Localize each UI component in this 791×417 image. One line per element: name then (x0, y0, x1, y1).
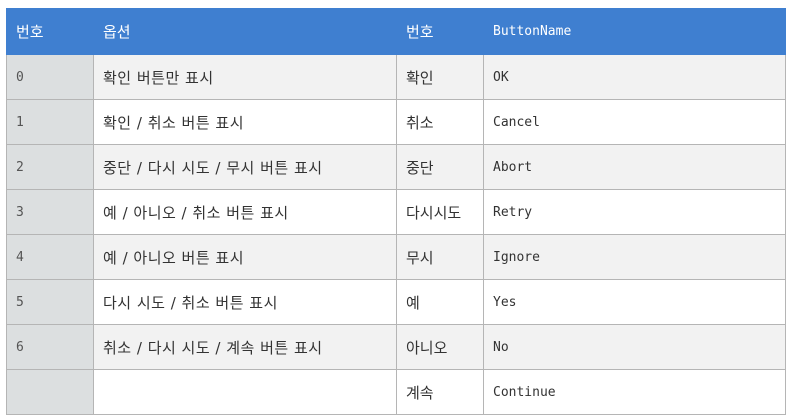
row-button-name: Yes (483, 279, 786, 325)
row-number: 0 (6, 54, 94, 100)
header-button-name: ButtonName (483, 8, 786, 55)
table-row: 6 취소 / 다시 시도 / 계속 버튼 표시 아니오 No (6, 324, 786, 370)
row-option: 중단 / 다시 시도 / 무시 버튼 표시 (93, 144, 397, 190)
messagebox-options-table: 번호 옵션 번호 ButtonName 0 확인 버튼만 표시 확인 OK 1 … (6, 8, 786, 415)
header-number-2: 번호 (396, 8, 484, 55)
table-row: 3 예 / 아니오 / 취소 버튼 표시 다시시도 Retry (6, 189, 786, 235)
row-number: 6 (6, 324, 94, 370)
table-row: 1 확인 / 취소 버튼 표시 취소 Cancel (6, 99, 786, 145)
row-button-name: Cancel (483, 99, 786, 145)
table-row: 계속 Continue (6, 369, 786, 415)
row-button-korean: 취소 (396, 99, 484, 145)
row-number: 5 (6, 279, 94, 325)
row-number: 4 (6, 234, 94, 280)
table-row: 2 중단 / 다시 시도 / 무시 버튼 표시 중단 Abort (6, 144, 786, 190)
row-number: 1 (6, 99, 94, 145)
row-button-korean: 아니오 (396, 324, 484, 370)
row-option: 예 / 아니오 버튼 표시 (93, 234, 397, 280)
row-button-name: No (483, 324, 786, 370)
messagebox-options-table-container: 번호 옵션 번호 ButtonName 0 확인 버튼만 표시 확인 OK 1 … (6, 8, 786, 415)
table-row: 4 예 / 아니오 버튼 표시 무시 Ignore (6, 234, 786, 280)
row-number (6, 369, 94, 415)
header-option: 옵션 (93, 8, 397, 55)
row-option: 취소 / 다시 시도 / 계속 버튼 표시 (93, 324, 397, 370)
row-option: 다시 시도 / 취소 버튼 표시 (93, 279, 397, 325)
row-button-korean: 다시시도 (396, 189, 484, 235)
row-button-name: Ignore (483, 234, 786, 280)
row-button-korean: 무시 (396, 234, 484, 280)
row-number: 3 (6, 189, 94, 235)
row-option: 확인 / 취소 버튼 표시 (93, 99, 397, 145)
row-option: 예 / 아니오 / 취소 버튼 표시 (93, 189, 397, 235)
row-button-name: Continue (483, 369, 786, 415)
header-number: 번호 (6, 8, 94, 55)
row-button-korean: 확인 (396, 54, 484, 100)
table-row: 5 다시 시도 / 취소 버튼 표시 예 Yes (6, 279, 786, 325)
row-button-name: OK (483, 54, 786, 100)
row-button-korean: 계속 (396, 369, 484, 415)
row-button-korean: 중단 (396, 144, 484, 190)
row-option (93, 369, 397, 415)
row-number: 2 (6, 144, 94, 190)
row-button-name: Retry (483, 189, 786, 235)
row-option: 확인 버튼만 표시 (93, 54, 397, 100)
row-button-name: Abort (483, 144, 786, 190)
table-row: 0 확인 버튼만 표시 확인 OK (6, 54, 786, 100)
table-header-row: 번호 옵션 번호 ButtonName (6, 8, 786, 55)
row-button-korean: 예 (396, 279, 484, 325)
